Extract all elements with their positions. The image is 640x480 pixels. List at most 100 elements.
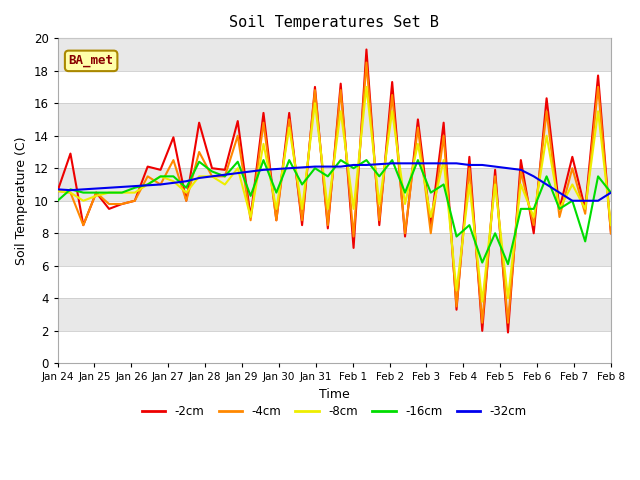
-4cm xyxy=(376,217,383,223)
-8cm xyxy=(492,181,499,187)
-16cm xyxy=(594,173,602,179)
-32cm xyxy=(530,173,538,179)
-2cm xyxy=(92,190,100,195)
-16cm xyxy=(337,157,344,163)
-8cm xyxy=(105,190,113,195)
-4cm xyxy=(479,320,486,325)
-4cm xyxy=(131,198,139,204)
-8cm xyxy=(543,133,550,139)
-8cm xyxy=(581,206,589,212)
-2cm xyxy=(517,157,525,163)
-32cm xyxy=(221,172,228,178)
-32cm xyxy=(607,190,615,195)
-16cm xyxy=(208,168,216,174)
-16cm xyxy=(273,190,280,195)
-2cm xyxy=(157,167,164,173)
-4cm xyxy=(157,181,164,187)
-8cm xyxy=(247,214,255,220)
-8cm xyxy=(54,188,61,194)
-4cm xyxy=(298,217,306,223)
-16cm xyxy=(452,234,460,240)
-4cm xyxy=(594,84,602,90)
-4cm xyxy=(311,87,319,93)
-16cm xyxy=(79,190,87,195)
-16cm xyxy=(363,157,371,163)
-2cm xyxy=(195,120,203,126)
-32cm xyxy=(388,160,396,166)
-4cm xyxy=(517,168,525,174)
-8cm xyxy=(144,181,152,187)
-32cm xyxy=(401,160,409,166)
-16cm xyxy=(376,173,383,179)
-2cm xyxy=(54,188,61,194)
-8cm xyxy=(260,141,268,147)
-4cm xyxy=(285,117,293,122)
-16cm xyxy=(440,181,447,187)
-8cm xyxy=(131,190,139,195)
-32cm xyxy=(195,175,203,181)
-16cm xyxy=(234,159,241,165)
Bar xyxy=(58,201,611,233)
-4cm xyxy=(465,165,473,171)
-32cm xyxy=(492,164,499,169)
-16cm xyxy=(543,173,550,179)
-2cm xyxy=(260,110,268,116)
Bar xyxy=(58,71,611,103)
-8cm xyxy=(221,181,228,187)
Line: -4cm: -4cm xyxy=(58,62,611,323)
-4cm xyxy=(118,201,126,207)
-8cm xyxy=(479,299,486,304)
-4cm xyxy=(530,222,538,228)
-32cm xyxy=(594,198,602,204)
-2cm xyxy=(208,165,216,171)
-2cm xyxy=(401,234,409,240)
-32cm xyxy=(543,181,550,187)
-8cm xyxy=(79,198,87,204)
-2cm xyxy=(105,206,113,212)
-32cm xyxy=(581,198,589,204)
Line: -32cm: -32cm xyxy=(58,163,611,201)
-4cm xyxy=(337,87,344,93)
-32cm xyxy=(144,182,152,188)
-16cm xyxy=(285,157,293,163)
-16cm xyxy=(556,206,563,212)
-4cm xyxy=(401,230,409,236)
Bar xyxy=(58,136,611,168)
-4cm xyxy=(440,133,447,139)
-16cm xyxy=(92,190,100,195)
-16cm xyxy=(427,190,435,195)
-2cm xyxy=(427,222,435,228)
-2cm xyxy=(581,206,589,212)
-16cm xyxy=(67,187,74,192)
-4cm xyxy=(556,214,563,220)
-16cm xyxy=(492,230,499,236)
-32cm xyxy=(568,198,576,204)
-32cm xyxy=(260,167,268,173)
-32cm xyxy=(118,184,126,190)
-16cm xyxy=(607,190,615,195)
-8cm xyxy=(273,206,280,212)
-2cm xyxy=(247,214,255,220)
-4cm xyxy=(247,217,255,223)
-4cm xyxy=(67,190,74,195)
-4cm xyxy=(543,108,550,114)
-4cm xyxy=(581,211,589,216)
X-axis label: Time: Time xyxy=(319,388,349,401)
-8cm xyxy=(67,190,74,195)
-4cm xyxy=(221,173,228,179)
-2cm xyxy=(337,81,344,86)
-2cm xyxy=(349,245,357,251)
-4cm xyxy=(260,120,268,126)
-8cm xyxy=(170,179,177,184)
-32cm xyxy=(247,168,255,174)
-32cm xyxy=(285,165,293,171)
-8cm xyxy=(234,165,241,171)
-2cm xyxy=(388,79,396,85)
-8cm xyxy=(401,201,409,207)
-32cm xyxy=(157,181,164,187)
-4cm xyxy=(105,201,113,207)
-2cm xyxy=(465,154,473,160)
-2cm xyxy=(543,96,550,101)
-16cm xyxy=(131,185,139,191)
-16cm xyxy=(479,260,486,265)
